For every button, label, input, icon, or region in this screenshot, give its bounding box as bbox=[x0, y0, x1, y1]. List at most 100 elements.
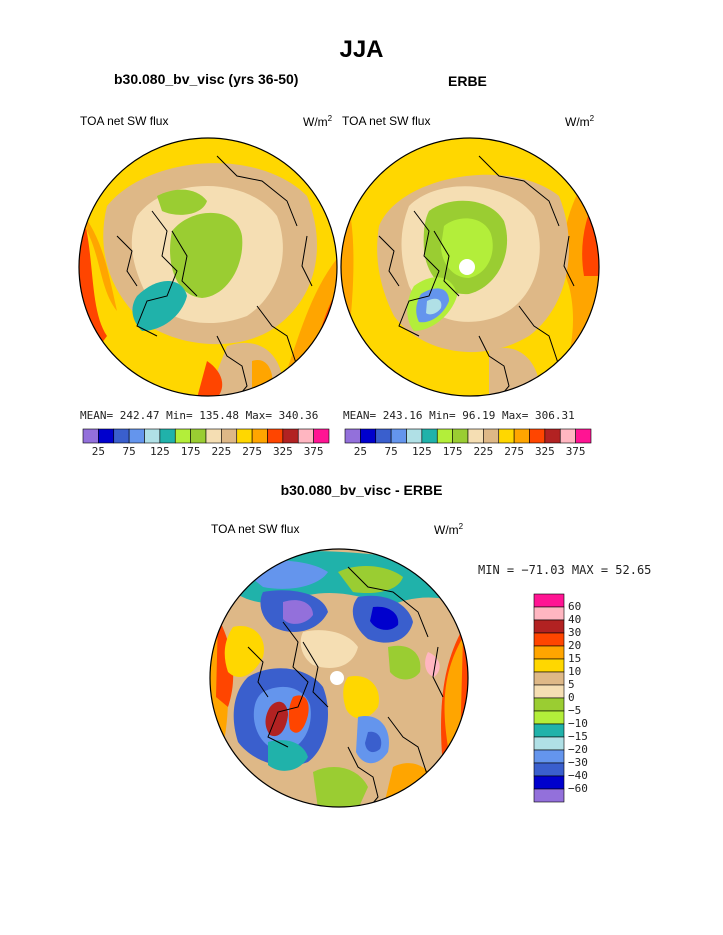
diff-colorbar-swatch bbox=[533, 762, 565, 777]
left-colorbar-swatch bbox=[174, 428, 191, 444]
left-colorbar-swatch bbox=[297, 428, 314, 444]
diff-colorbar-swatch bbox=[533, 671, 565, 686]
main-title: JJA bbox=[339, 36, 384, 63]
right-polar-map bbox=[340, 137, 600, 397]
left-colorbar-tick-label: 175 bbox=[180, 445, 201, 458]
left-variable-label: TOA net SW flux bbox=[80, 114, 169, 128]
right-colorbar-swatch bbox=[544, 428, 561, 444]
right-colorbar-swatch bbox=[483, 428, 500, 444]
left-polar-map bbox=[78, 137, 338, 397]
left-colorbar-swatch bbox=[82, 428, 99, 444]
right-panel-title: ERBE bbox=[448, 73, 487, 89]
left-colorbar-tick-label: 125 bbox=[149, 445, 170, 458]
diff-colorbar-label: 30 bbox=[568, 626, 582, 639]
right-colorbar-swatch bbox=[529, 428, 546, 444]
diff-colorbar bbox=[533, 593, 565, 803]
left-colorbar-swatch bbox=[313, 428, 330, 444]
right-colorbar-tick-label: 175 bbox=[442, 445, 463, 458]
right-colorbar-swatch bbox=[344, 428, 361, 444]
left-colorbar-tick-label: 225 bbox=[211, 445, 232, 458]
left-colorbar-swatch bbox=[128, 428, 145, 444]
diff-colorbar-label: 60 bbox=[568, 600, 582, 613]
diff-colorbar-swatch bbox=[533, 684, 565, 699]
diff-polar-map bbox=[209, 548, 469, 808]
diff-colorbar-swatch bbox=[533, 697, 565, 712]
right-colorbar bbox=[344, 428, 592, 444]
diff-colorbar-label: −40 bbox=[568, 769, 588, 782]
left-colorbar-swatch bbox=[267, 428, 284, 444]
right-colorbar-swatch bbox=[467, 428, 484, 444]
right-colorbar-tick-label: 225 bbox=[473, 445, 494, 458]
diff-colorbar-label: −5 bbox=[568, 704, 582, 717]
diff-colorbar-swatch bbox=[533, 619, 565, 634]
left-colorbar-swatch bbox=[282, 428, 299, 444]
right-colorbar-swatch bbox=[360, 428, 377, 444]
right-colorbar-swatch bbox=[452, 428, 469, 444]
diff-stats: MIN = −71.03 MAX = 52.65 bbox=[478, 563, 652, 577]
right-colorbar-tick-label: 25 bbox=[353, 445, 367, 458]
right-colorbar-swatch bbox=[436, 428, 453, 444]
diff-colorbar-labels: 60 40 30 20 15 10 5 0 −5 −10 −15 −20 −30 −40 −60 bbox=[568, 594, 628, 802]
diff-colorbar-swatch bbox=[533, 645, 565, 660]
left-colorbar-swatch bbox=[190, 428, 207, 444]
left-units-label: W/m2 bbox=[303, 114, 333, 129]
right-variable-label: TOA net SW flux bbox=[342, 114, 431, 128]
left-colorbar-tick-label: 375 bbox=[303, 445, 324, 458]
diff-colorbar-label: 5 bbox=[568, 678, 575, 691]
diff-units-label: W/m2 bbox=[434, 522, 464, 537]
right-colorbar-swatch bbox=[513, 428, 530, 444]
diff-colorbar-label: 40 bbox=[568, 613, 582, 626]
diff-colorbar-swatch bbox=[533, 775, 565, 790]
right-units-label: W/m2 bbox=[565, 114, 595, 129]
diff-colorbar-label: 15 bbox=[568, 652, 582, 665]
diff-colorbar-label: −30 bbox=[568, 756, 588, 769]
right-colorbar-tick-label: 125 bbox=[411, 445, 432, 458]
left-colorbar-swatch bbox=[144, 428, 161, 444]
left-stats: MEAN= 242.47 Min= 135.48 Max= 340.36 bbox=[80, 409, 319, 422]
diff-colorbar-swatch bbox=[533, 593, 565, 608]
left-colorbar-swatch bbox=[98, 428, 115, 444]
right-colorbar-tick-label: 375 bbox=[565, 445, 586, 458]
diff-panel-title: b30.080_bv_visc - ERBE bbox=[280, 482, 443, 498]
left-colorbar-swatch bbox=[113, 428, 130, 444]
left-panel-title: b30.080_bv_visc (yrs 36-50) bbox=[114, 71, 299, 87]
diff-colorbar-label: 10 bbox=[568, 665, 582, 678]
diff-colorbar-swatch bbox=[533, 632, 565, 647]
right-colorbar-swatch bbox=[421, 428, 438, 444]
right-colorbar-swatch bbox=[390, 428, 407, 444]
diff-variable-label: TOA net SW flux bbox=[211, 522, 300, 536]
right-colorbar-swatch bbox=[406, 428, 423, 444]
right-colorbar-swatch bbox=[559, 428, 576, 444]
left-colorbar-tick-label: 25 bbox=[91, 445, 105, 458]
diff-colorbar-label: 20 bbox=[568, 639, 582, 652]
right-colorbar-swatch bbox=[575, 428, 592, 444]
left-colorbar-swatch bbox=[251, 428, 268, 444]
right-colorbar-swatch bbox=[375, 428, 392, 444]
left-colorbar-tick-label: 75 bbox=[122, 445, 136, 458]
diff-colorbar-swatch bbox=[533, 749, 565, 764]
diff-colorbar-swatch bbox=[533, 788, 565, 803]
diff-colorbar-swatch bbox=[533, 736, 565, 751]
left-colorbar-tick-label: 325 bbox=[272, 445, 293, 458]
diff-colorbar-swatch bbox=[533, 658, 565, 673]
right-colorbar-tick-label: 75 bbox=[384, 445, 398, 458]
left-colorbar bbox=[82, 428, 330, 444]
diff-colorbar-label: 0 bbox=[568, 691, 575, 704]
diff-colorbar-swatch bbox=[533, 723, 565, 738]
diff-colorbar-swatch bbox=[533, 710, 565, 725]
diff-colorbar-swatch bbox=[533, 606, 565, 621]
left-colorbar-swatch bbox=[159, 428, 176, 444]
left-colorbar-swatch bbox=[205, 428, 222, 444]
right-stats: MEAN= 243.16 Min= 96.19 Max= 306.31 bbox=[343, 409, 575, 422]
left-colorbar-swatch bbox=[236, 428, 253, 444]
diff-colorbar-label: −20 bbox=[568, 743, 588, 756]
diff-colorbar-label: −15 bbox=[568, 730, 588, 743]
right-colorbar-swatch bbox=[498, 428, 515, 444]
right-colorbar-tick-label: 275 bbox=[504, 445, 525, 458]
left-colorbar-ticks: 25 75 125 175 225 275 325 375 bbox=[83, 445, 329, 459]
diff-colorbar-label: −10 bbox=[568, 717, 588, 730]
right-colorbar-ticks: 25 75 125 175 225 275 325 375 bbox=[345, 445, 591, 459]
diff-colorbar-label: −60 bbox=[568, 782, 588, 795]
right-colorbar-tick-label: 325 bbox=[534, 445, 555, 458]
left-colorbar-tick-label: 275 bbox=[242, 445, 263, 458]
